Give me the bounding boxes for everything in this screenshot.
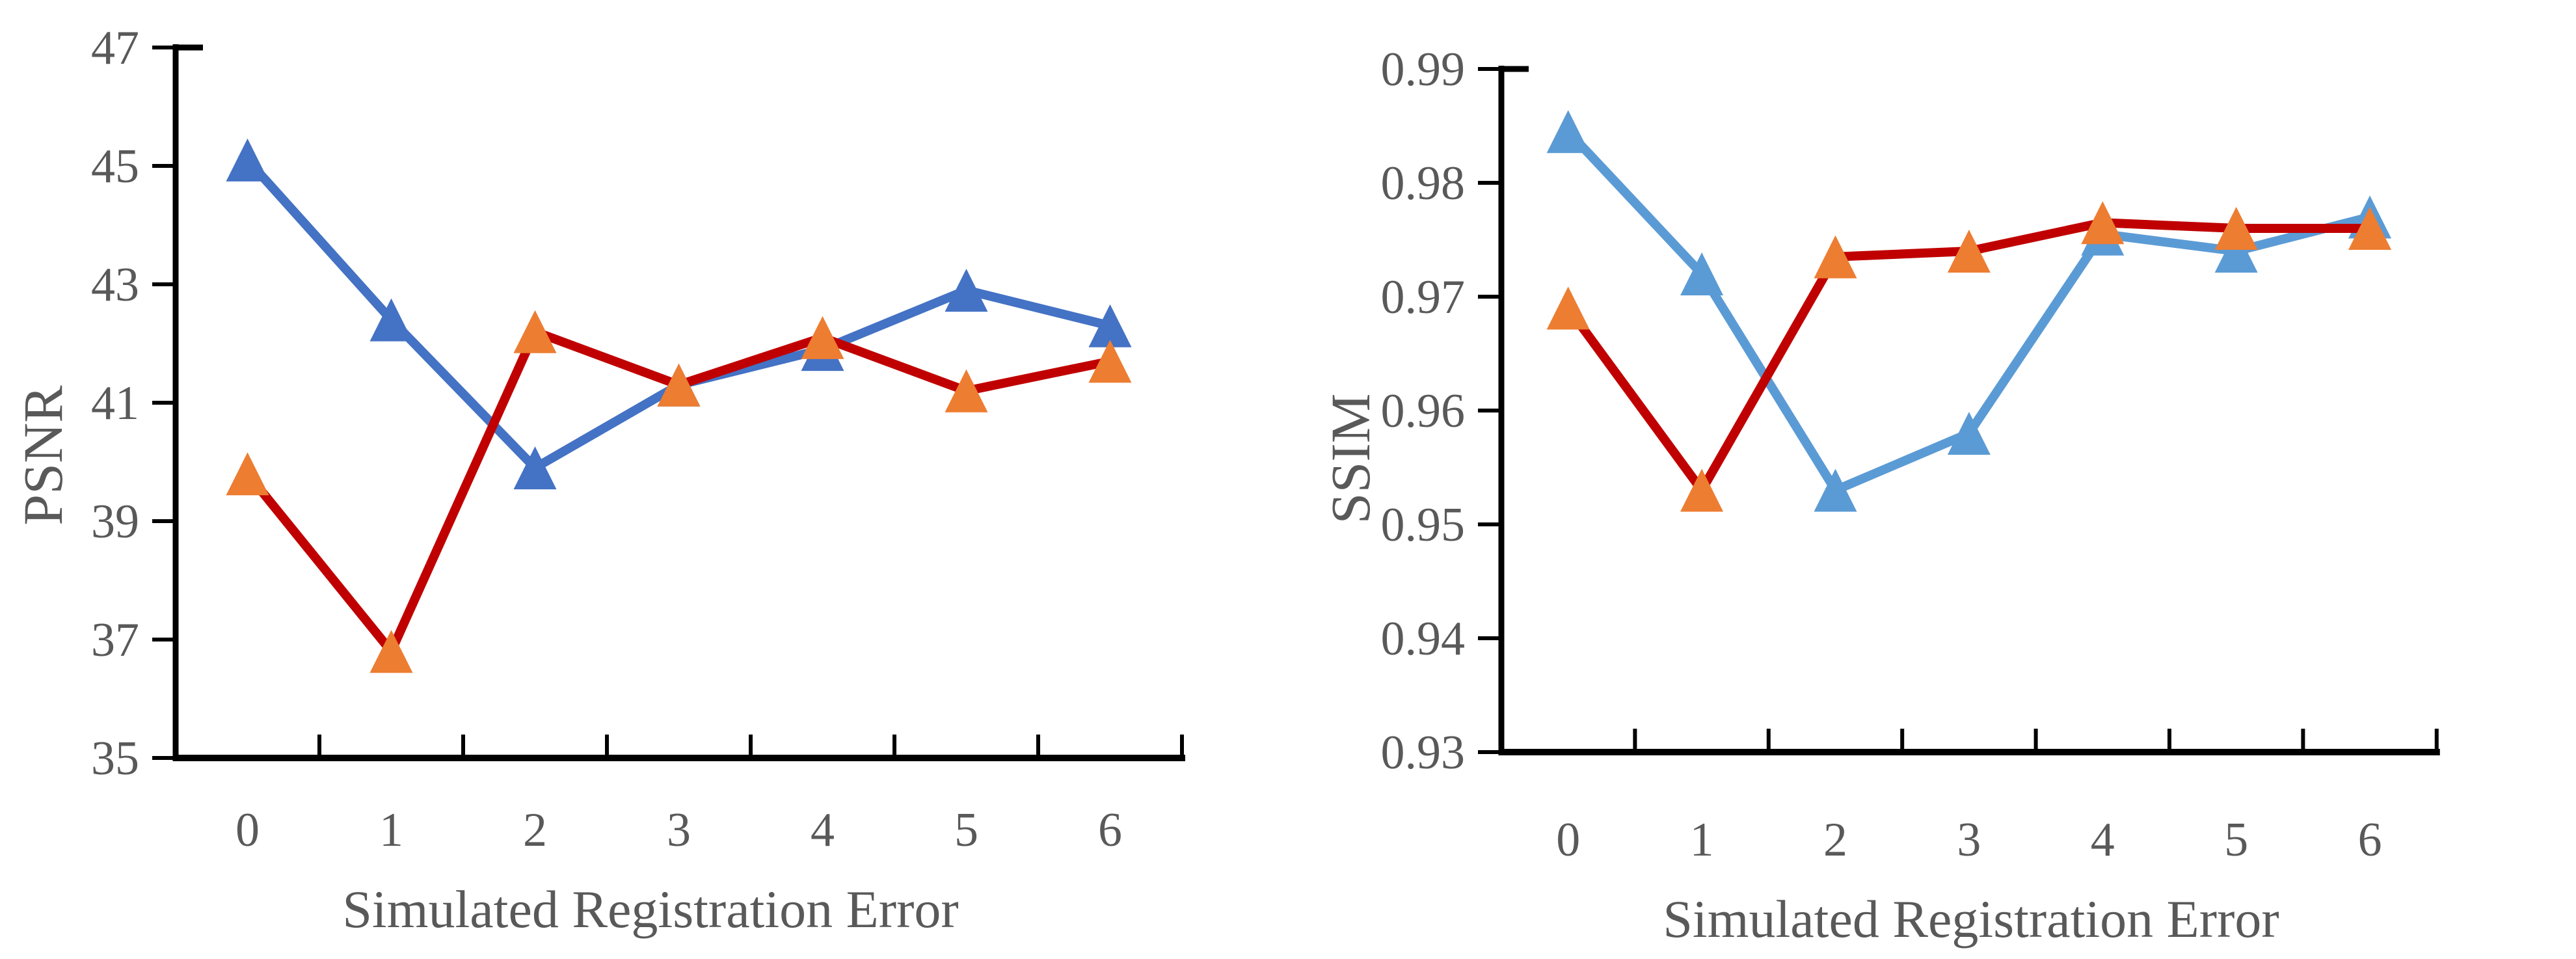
psnr-red-series-marker — [513, 310, 557, 353]
psnr-y-axis-title: PSNR — [12, 385, 74, 526]
psnr-y-tick-label: 43 — [91, 258, 139, 312]
ssim-y-tick-label: 0.94 — [1381, 612, 1466, 666]
psnr-blue-series-marker — [369, 298, 413, 342]
ssim-red-series-marker — [1814, 235, 1857, 278]
ssim-blue-series-marker — [1814, 468, 1857, 512]
psnr-red-series-marker — [1088, 340, 1132, 383]
psnr-blue-series-marker — [513, 446, 557, 490]
ssim-red-series-marker — [2348, 207, 2392, 250]
psnr-red-series-marker — [945, 369, 988, 412]
psnr-y-tick-label: 37 — [91, 614, 139, 667]
ssim-y-tick-label: 0.96 — [1381, 385, 1466, 438]
psnr-x-tick-label: 6 — [1098, 804, 1122, 857]
ssim-red-series-marker — [2081, 201, 2125, 245]
ssim-x-tick-label: 0 — [1556, 813, 1580, 867]
psnr-x-tick-label: 1 — [379, 804, 403, 857]
psnr-x-tick-label: 2 — [523, 804, 547, 857]
ssim-red-series-marker — [1546, 286, 1590, 330]
psnr-blue-series-marker — [1088, 304, 1132, 347]
psnr-red-series-marker — [226, 452, 269, 496]
ssim-y-tick-label: 0.98 — [1381, 157, 1466, 210]
ssim-x-tick-label: 6 — [2358, 813, 2382, 867]
ssim-y-tick-label: 0.99 — [1381, 43, 1466, 96]
ssim-x-tick-label: 3 — [1957, 813, 1981, 867]
psnr-red-series-marker — [801, 316, 844, 359]
ssim-red-series-marker — [1947, 230, 1991, 273]
psnr-y-tick-label: 41 — [91, 377, 139, 430]
ssim-y-tick-label: 0.97 — [1381, 271, 1466, 324]
ssim-x-tick-label: 1 — [1690, 813, 1714, 867]
ssim-blue-series-marker — [1947, 412, 1991, 455]
ssim-red-series-marker — [1680, 468, 1724, 512]
ssim-blue-series-marker — [1680, 252, 1724, 295]
psnr-y-tick-label: 39 — [91, 495, 139, 548]
ssim-y-axis-title: SSIM — [1319, 394, 1382, 524]
psnr-x-tick-label: 4 — [811, 804, 835, 857]
ssim-y-tick-label: 0.93 — [1381, 726, 1466, 779]
psnr-blue-series-marker — [945, 269, 988, 312]
ssim-x-tick-label: 2 — [1823, 813, 1847, 867]
psnr-blue-series-marker — [226, 138, 269, 182]
psnr-red-series-marker — [657, 363, 701, 407]
psnr-x-axis-title: Simulated Registration Error — [342, 880, 958, 939]
ssim-red-series-marker — [2214, 207, 2258, 250]
psnr-y-tick-label: 47 — [91, 21, 139, 75]
ssim-x-axis-title: Simulated Registration Error — [1663, 889, 2279, 949]
ssim-x-tick-label: 5 — [2224, 813, 2248, 867]
psnr-x-tick-label: 0 — [235, 804, 260, 857]
ssim-blue-series-marker — [1546, 110, 1590, 154]
ssim-y-tick-label: 0.95 — [1381, 498, 1466, 552]
psnr-x-tick-label: 5 — [954, 804, 978, 857]
ssim-x-tick-label: 4 — [2091, 813, 2115, 867]
psnr-blue-series-line — [244, 157, 1112, 473]
psnr-x-tick-label: 3 — [667, 804, 691, 857]
psnr-y-tick-label: 35 — [91, 732, 139, 785]
ssim-blue-series-marker — [2214, 230, 2258, 273]
ssim-chart: 0.99 0.98 0.97 0.96 0.95 0.94 0.93 0 1 2 3 4 5 6 Simul… — [1319, 43, 2440, 949]
psnr-red-series-marker — [369, 630, 413, 673]
psnr-y-tick-label: 45 — [91, 140, 139, 193]
